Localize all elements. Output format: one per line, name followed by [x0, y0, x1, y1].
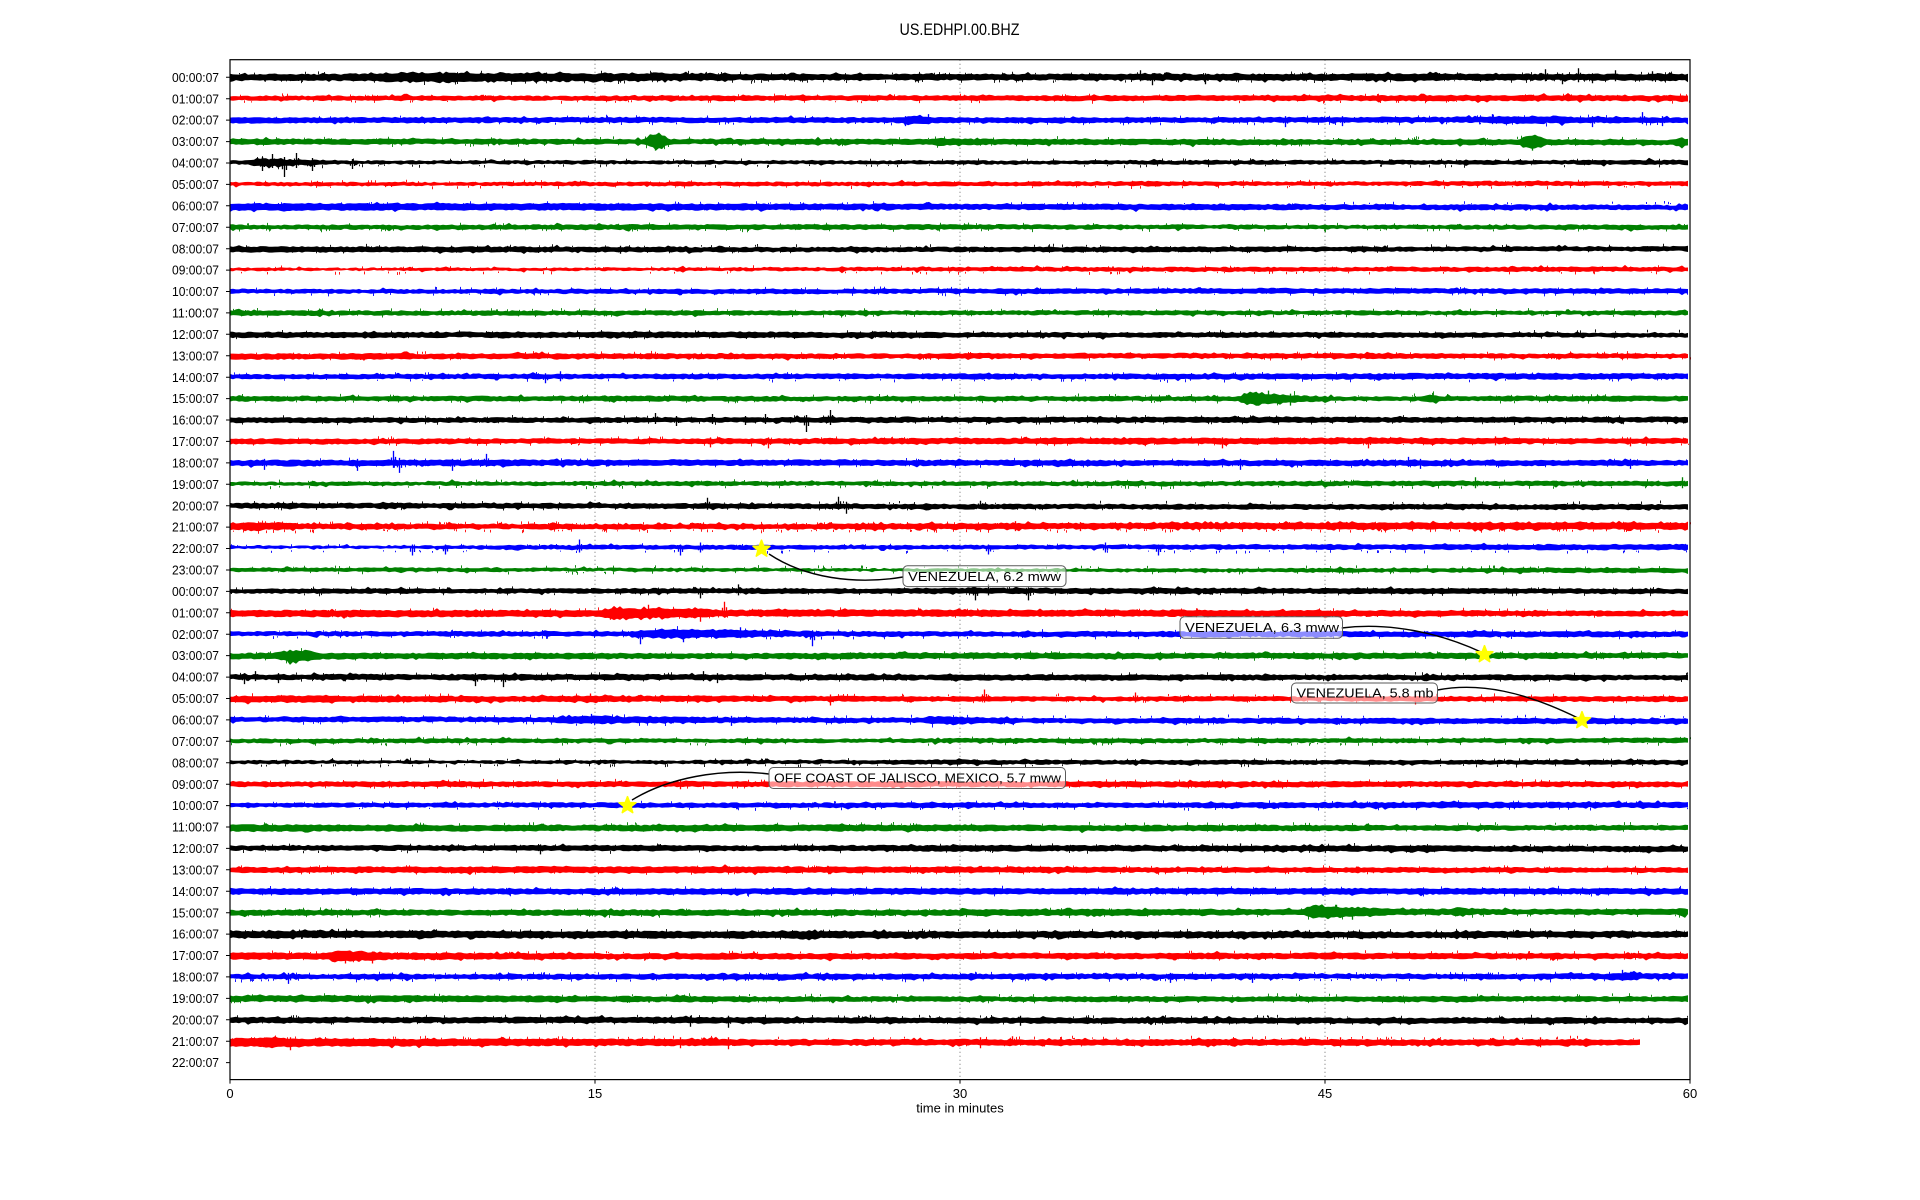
svg-text:11:00:07: 11:00:07 [172, 306, 219, 321]
svg-text:11:00:07: 11:00:07 [172, 820, 219, 835]
svg-text:60: 60 [1683, 1086, 1697, 1101]
svg-text:12:00:07: 12:00:07 [172, 327, 219, 342]
svg-text:06:00:07: 06:00:07 [172, 713, 219, 728]
svg-text:10:00:07: 10:00:07 [172, 798, 219, 813]
svg-text:14:00:07: 14:00:07 [172, 884, 219, 899]
svg-text:21:00:07: 21:00:07 [172, 1034, 219, 1049]
svg-text:04:00:07: 04:00:07 [172, 670, 219, 685]
svg-text:10:00:07: 10:00:07 [172, 284, 219, 299]
svg-text:22:00:07: 22:00:07 [172, 1055, 219, 1070]
svg-text:01:00:07: 01:00:07 [172, 91, 219, 106]
svg-text:18:00:07: 18:00:07 [172, 970, 219, 985]
svg-text:08:00:07: 08:00:07 [172, 241, 219, 256]
svg-text:15:00:07: 15:00:07 [172, 391, 219, 406]
svg-text:time in minutes: time in minutes [916, 1101, 1004, 1116]
svg-text:05:00:07: 05:00:07 [172, 177, 219, 192]
svg-text:13:00:07: 13:00:07 [172, 348, 219, 363]
svg-text:02:00:07: 02:00:07 [172, 627, 219, 642]
svg-text:30: 30 [953, 1086, 967, 1101]
svg-text:20:00:07: 20:00:07 [172, 1012, 219, 1027]
svg-text:15:00:07: 15:00:07 [172, 905, 219, 920]
svg-text:16:00:07: 16:00:07 [172, 413, 219, 428]
svg-text:00:00:07: 00:00:07 [172, 70, 219, 85]
svg-text:17:00:07: 17:00:07 [172, 434, 219, 449]
svg-text:15: 15 [588, 1086, 602, 1101]
svg-text:07:00:07: 07:00:07 [172, 220, 219, 235]
svg-text:VENEZUELA, 6.3 mww: VENEZUELA, 6.3 mww [1185, 620, 1340, 635]
svg-text:13:00:07: 13:00:07 [172, 862, 219, 877]
svg-text:07:00:07: 07:00:07 [172, 734, 219, 749]
svg-text:09:00:07: 09:00:07 [172, 263, 219, 278]
svg-text:20:00:07: 20:00:07 [172, 498, 219, 513]
svg-text:19:00:07: 19:00:07 [172, 991, 219, 1006]
svg-text:03:00:07: 03:00:07 [172, 134, 219, 149]
svg-text:05:00:07: 05:00:07 [172, 691, 219, 706]
svg-text:18:00:07: 18:00:07 [172, 456, 219, 471]
svg-text:VENEZUELA, 5.8 mb: VENEZUELA, 5.8 mb [1297, 686, 1434, 701]
svg-text:US.EDHPI.00.BHZ: US.EDHPI.00.BHZ [900, 21, 1020, 39]
svg-text:21:00:07: 21:00:07 [172, 520, 219, 535]
svg-text:02:00:07: 02:00:07 [172, 113, 219, 128]
svg-text:22:00:07: 22:00:07 [172, 541, 219, 556]
svg-text:45: 45 [1318, 1086, 1332, 1101]
svg-text:14:00:07: 14:00:07 [172, 370, 219, 385]
svg-text:01:00:07: 01:00:07 [172, 605, 219, 620]
svg-text:0: 0 [226, 1086, 233, 1101]
svg-text:00:00:07: 00:00:07 [172, 584, 219, 599]
svg-text:09:00:07: 09:00:07 [172, 777, 219, 792]
svg-text:17:00:07: 17:00:07 [172, 948, 219, 963]
svg-text:12:00:07: 12:00:07 [172, 841, 219, 856]
svg-text:16:00:07: 16:00:07 [172, 927, 219, 942]
svg-text:03:00:07: 03:00:07 [172, 648, 219, 663]
svg-text:OFF COAST OF JALISCO, MEXICO,: OFF COAST OF JALISCO, MEXICO, 5.7 mww [774, 771, 1061, 786]
svg-text:04:00:07: 04:00:07 [172, 156, 219, 171]
svg-text:19:00:07: 19:00:07 [172, 477, 219, 492]
svg-text:23:00:07: 23:00:07 [172, 563, 219, 578]
svg-text:VENEZUELA, 6.2 mww: VENEZUELA, 6.2 mww [908, 569, 1062, 584]
svg-text:08:00:07: 08:00:07 [172, 755, 219, 770]
svg-text:06:00:07: 06:00:07 [172, 198, 219, 213]
